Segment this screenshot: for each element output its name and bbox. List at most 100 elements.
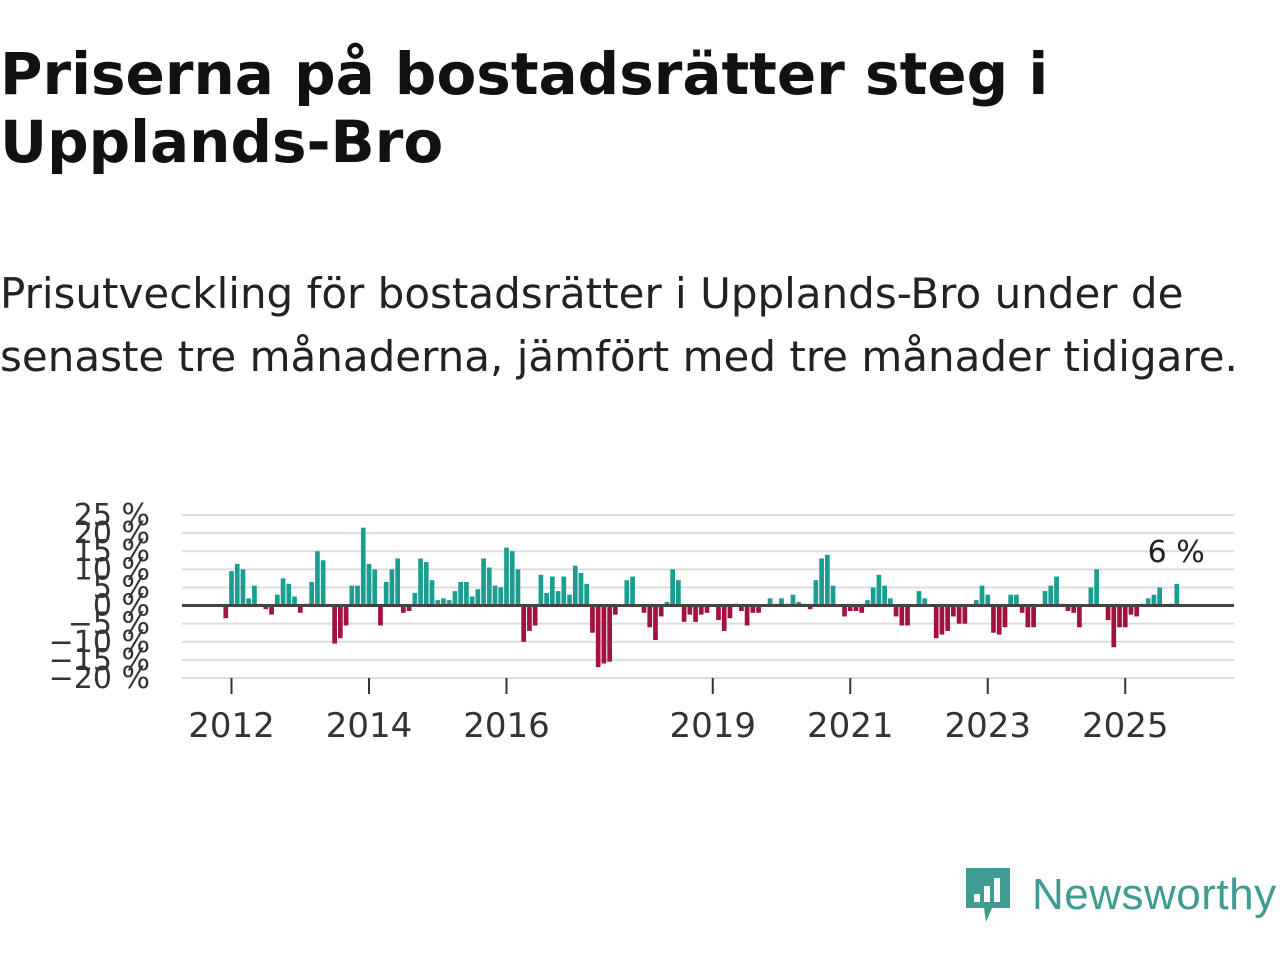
bar xyxy=(286,583,292,606)
bar xyxy=(1111,605,1117,648)
bar xyxy=(641,605,647,613)
bar xyxy=(1054,576,1059,606)
bar xyxy=(234,563,240,606)
bar xyxy=(1088,587,1094,606)
bar xyxy=(269,605,274,615)
bar xyxy=(979,585,985,606)
bar xyxy=(1094,569,1099,606)
y-tick-label: 0 % xyxy=(93,589,150,624)
bar xyxy=(418,558,423,606)
bar xyxy=(681,605,687,622)
bar xyxy=(263,605,269,610)
bar xyxy=(744,605,750,626)
bar xyxy=(544,592,549,606)
bar xyxy=(372,569,378,606)
chart-title: Priserna på bostadsrätter steg i Uppland… xyxy=(0,40,1049,176)
bar xyxy=(1014,594,1019,606)
bar xyxy=(721,605,727,631)
bar xyxy=(229,571,234,606)
bar xyxy=(962,605,968,624)
bar xyxy=(441,598,446,606)
bar xyxy=(1145,598,1151,606)
bar xyxy=(464,582,469,606)
x-tick-label: 2023 xyxy=(944,706,1031,746)
bar xyxy=(1071,605,1077,613)
bar xyxy=(1065,605,1071,611)
bar xyxy=(1002,605,1008,628)
bar xyxy=(355,585,360,606)
x-tick-label: 2021 xyxy=(807,706,894,746)
bar xyxy=(1025,605,1031,628)
bar xyxy=(779,598,784,606)
bar xyxy=(1019,605,1025,613)
bar xyxy=(716,605,721,621)
bar xyxy=(933,605,939,639)
bar xyxy=(469,596,475,606)
bar xyxy=(813,580,819,606)
bar xyxy=(1122,605,1128,628)
bar xyxy=(498,587,504,606)
bar xyxy=(658,605,664,617)
bar xyxy=(865,600,870,606)
bar xyxy=(1008,594,1014,606)
bar xyxy=(567,594,572,606)
brand-logo[interactable]: Newsworthy xyxy=(962,862,1277,928)
chart-subtitle: Prisutveckling för bostadsrätter i Uppla… xyxy=(0,269,1238,381)
bar xyxy=(395,558,400,606)
bar xyxy=(389,569,395,606)
bar xyxy=(750,605,756,613)
y-tick-label: 20 % xyxy=(74,516,150,551)
bar xyxy=(985,594,991,606)
bar xyxy=(315,551,320,606)
bar xyxy=(996,605,1002,635)
bar xyxy=(504,547,509,606)
bar xyxy=(807,605,813,610)
bar xyxy=(756,605,761,613)
x-tick-label: 2012 xyxy=(188,706,275,746)
bar xyxy=(945,605,950,631)
bar xyxy=(859,605,865,613)
bar xyxy=(613,605,618,615)
bar xyxy=(343,605,349,626)
bar xyxy=(401,605,406,613)
y-tick-label: −15 % xyxy=(49,643,150,678)
y-tick-label: −20 % xyxy=(49,661,150,696)
bar xyxy=(555,591,561,606)
bar xyxy=(601,605,607,664)
y-gridlines xyxy=(182,514,1234,679)
bar xyxy=(790,594,796,606)
bar xyxy=(956,605,962,624)
x-tick-label: 2025 xyxy=(1082,706,1169,746)
bar xyxy=(527,605,532,631)
bar xyxy=(1048,585,1054,606)
brand-name: Newsworthy xyxy=(1032,870,1277,919)
bar xyxy=(687,605,693,615)
bar xyxy=(378,605,383,626)
bar xyxy=(452,591,458,606)
bar xyxy=(847,605,853,611)
bar xyxy=(458,582,464,606)
y-tick-label: 10 % xyxy=(74,552,150,587)
bar xyxy=(1117,605,1122,628)
bar xyxy=(647,605,653,628)
y-tick-label: −10 % xyxy=(49,625,150,660)
bar xyxy=(1174,583,1180,606)
bar xyxy=(664,601,670,606)
bar xyxy=(578,572,584,606)
y-tick-label: 25 % xyxy=(74,498,150,533)
bar xyxy=(727,605,733,619)
bar xyxy=(1031,605,1036,628)
bar xyxy=(1077,605,1082,628)
y-axis-labels: 25 %20 %15 %10 %5 %0 %−5 %−10 %−15 %−20 … xyxy=(49,498,150,696)
x-tick-label: 2019 xyxy=(669,706,756,746)
bar xyxy=(819,558,824,606)
y-tick-label: 5 % xyxy=(93,570,150,605)
bar xyxy=(991,605,996,633)
bar xyxy=(423,562,429,606)
bar xyxy=(338,605,343,639)
bar xyxy=(349,585,355,606)
bar xyxy=(973,600,979,606)
bar xyxy=(1105,605,1111,621)
x-axis: 2012 2014 2016 2019 2021 2023 2025 xyxy=(188,678,1169,746)
bar xyxy=(922,598,928,606)
